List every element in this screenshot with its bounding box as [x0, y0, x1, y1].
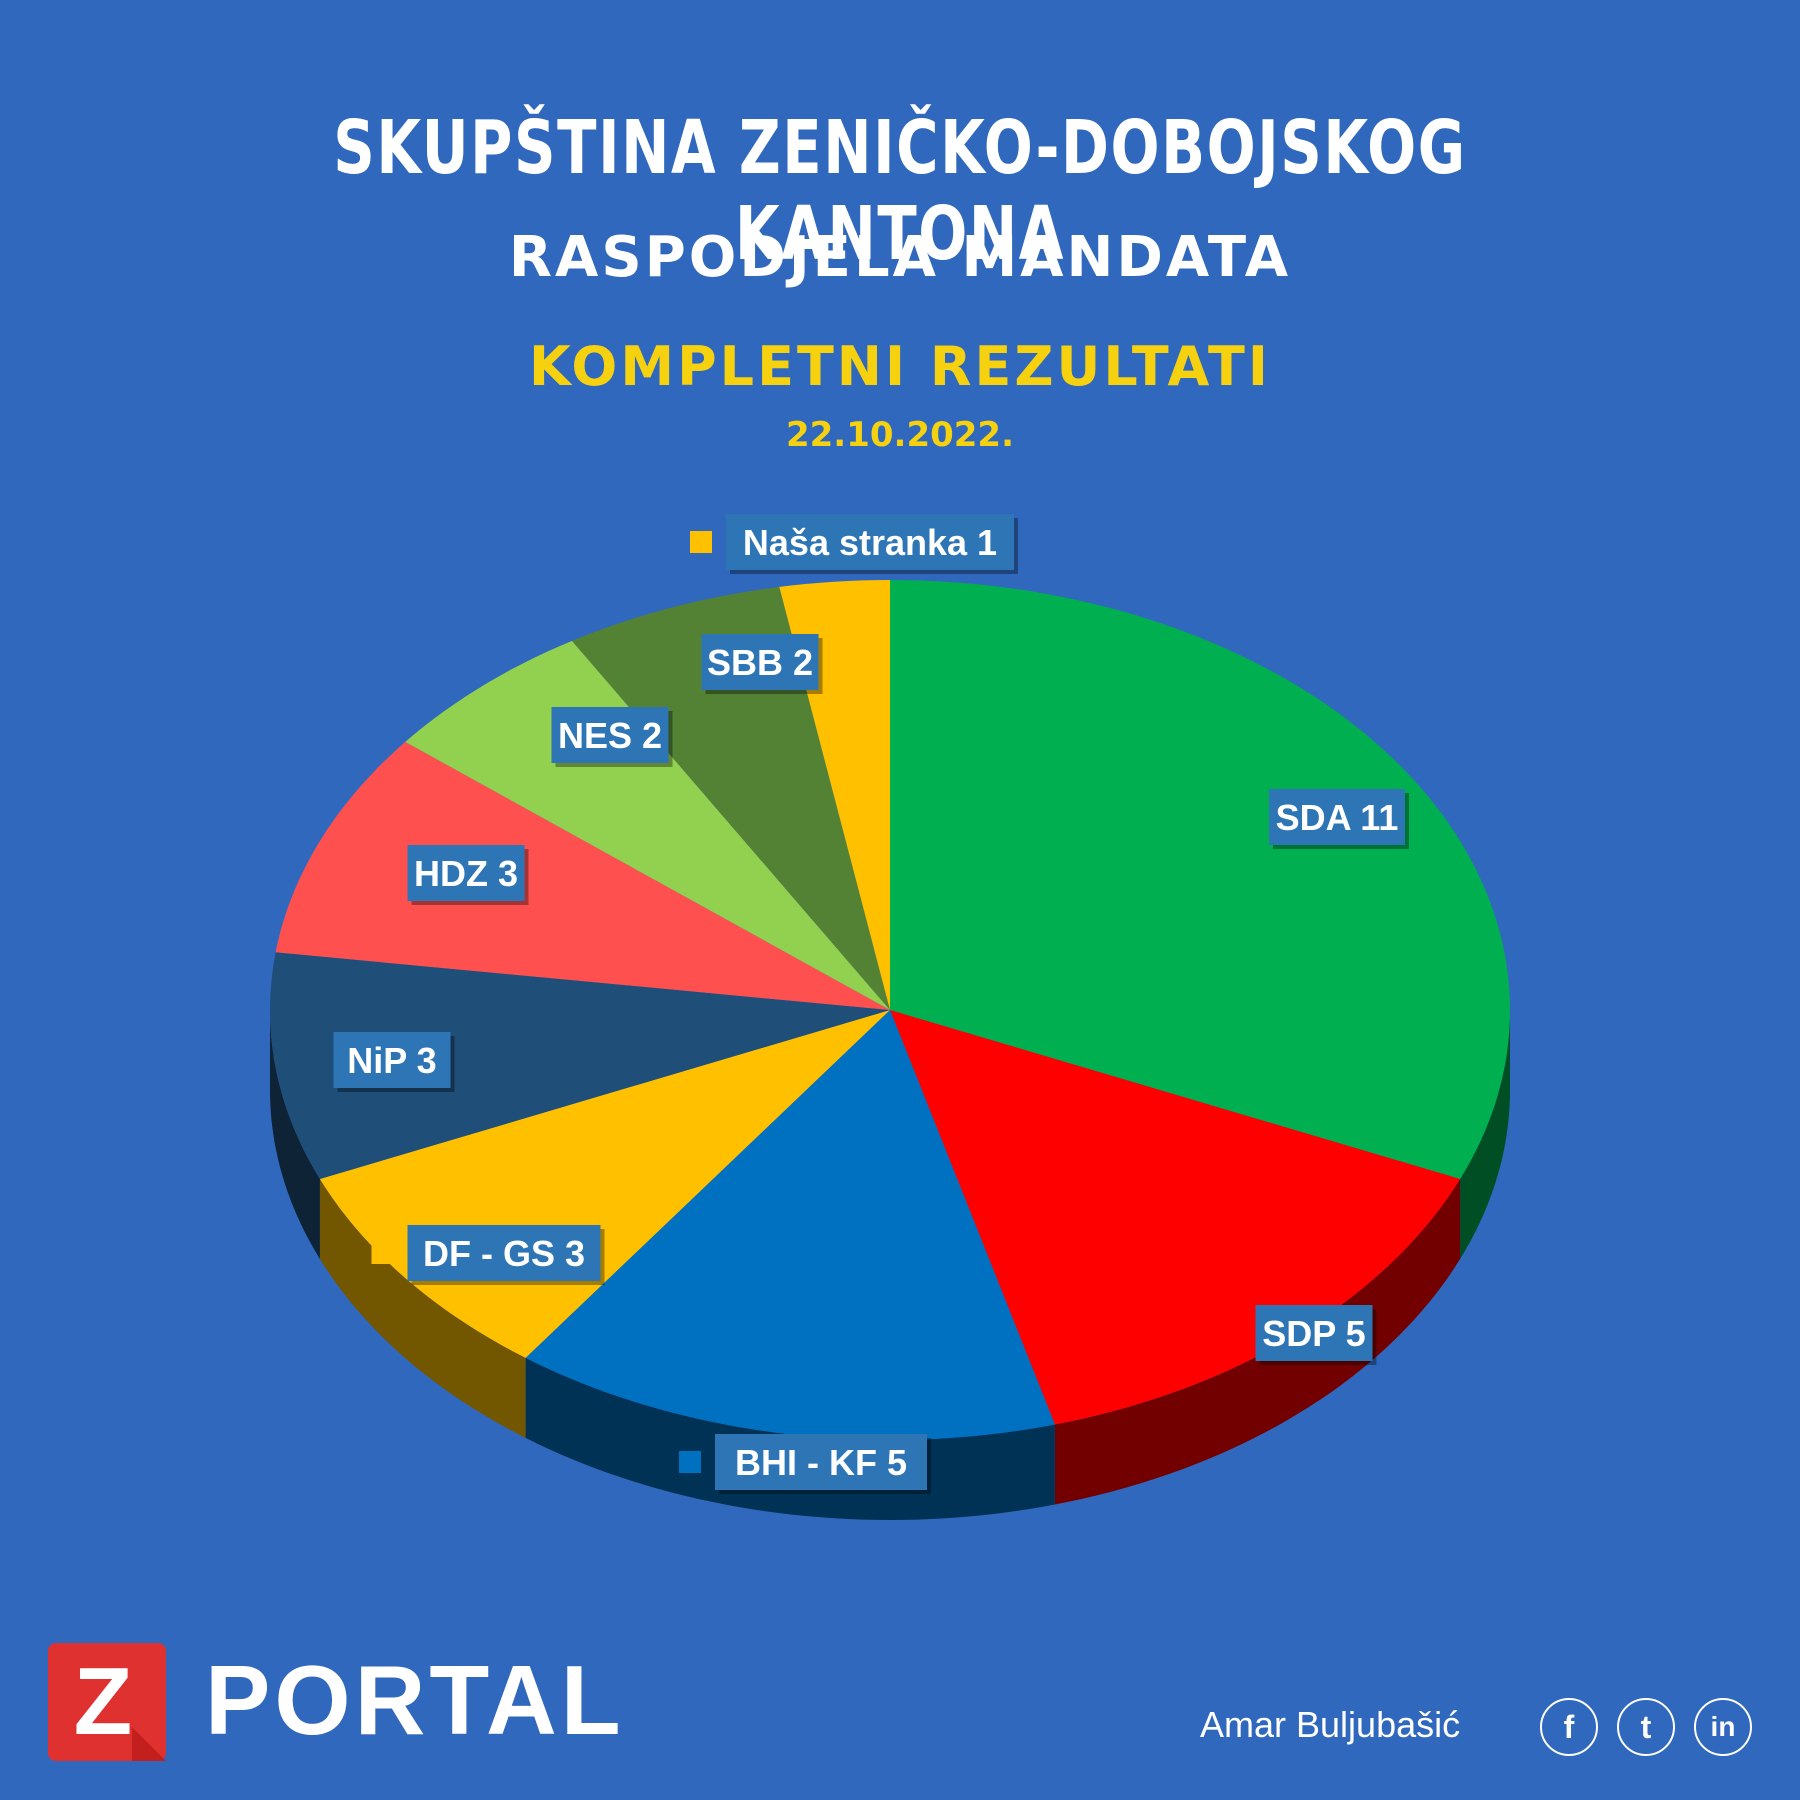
pie-slice-sda [890, 580, 1510, 1179]
legend-marker [679, 1451, 701, 1473]
legend-marker [1233, 806, 1255, 828]
pie-slice-nip [270, 952, 890, 1179]
linkedin-icon[interactable]: in [1694, 1698, 1752, 1756]
pie-side-nip [270, 1010, 320, 1259]
data-label-box [407, 845, 525, 901]
legend-marker [665, 651, 688, 673]
facebook-icon[interactable]: f [1540, 1698, 1598, 1756]
legend-marker [515, 724, 538, 746]
pie-slice-hdz [275, 741, 891, 1010]
data-label: Naša stranka 1 [743, 522, 997, 563]
data-label: BHI - KF 5 [735, 1442, 907, 1483]
page-title: SKUPŠTINA ZENIČKO-DOBOJSKOG KANTONA [333, 105, 1467, 277]
data-label-box [715, 1434, 927, 1490]
data-label-box [1255, 1305, 1373, 1361]
pie-side-sda [1460, 1010, 1510, 1259]
legend-marker [371, 1242, 394, 1264]
pie-side-sdp [1054, 1179, 1461, 1505]
data-label: SDA 11 [1276, 797, 1399, 838]
pie-labels: SDA 11 SDP 5 BHI - KF 5 DF - GS 3 NiP 3 HDZ 3… [297, 514, 1409, 1494]
data-label: DF - GS 3 [423, 1233, 585, 1274]
legend-marker [371, 862, 394, 884]
data-label: SBB 2 [707, 642, 813, 683]
logo-letter: Z [73, 1648, 133, 1755]
page-subtitle: RASPODJELA MANDATA [508, 225, 1292, 290]
logo-fold-corner [132, 1727, 166, 1761]
tumblr-icon[interactable]: t [1617, 1698, 1675, 1756]
data-label-box [701, 634, 819, 690]
legend-marker [1219, 1322, 1242, 1344]
pie-side-df-gs [319, 1179, 526, 1438]
pie-slice-bhi-kf [525, 1010, 1055, 1440]
results-heading: KOMPLETNI REZULTATI [529, 335, 1271, 398]
pie-slice-sbb [572, 586, 890, 1010]
data-label-box [333, 1032, 451, 1088]
data-label: HDZ 3 [414, 853, 518, 894]
author-name: Amar Buljubašić [1200, 1704, 1461, 1745]
data-label-box [551, 707, 669, 763]
results-date: 22.10.2022. [785, 415, 1014, 455]
data-label: NES 2 [558, 715, 662, 756]
portal-logo: Z [48, 1643, 166, 1761]
legend-marker [690, 531, 712, 553]
data-label-box [726, 514, 1014, 570]
data-label-box [1269, 789, 1405, 845]
logo-text: PORTAL [205, 1645, 625, 1755]
data-label: SDP 5 [1262, 1313, 1365, 1354]
data-label-box [407, 1225, 601, 1281]
data-label: NiP 3 [347, 1040, 436, 1081]
legend-marker [297, 1049, 320, 1071]
